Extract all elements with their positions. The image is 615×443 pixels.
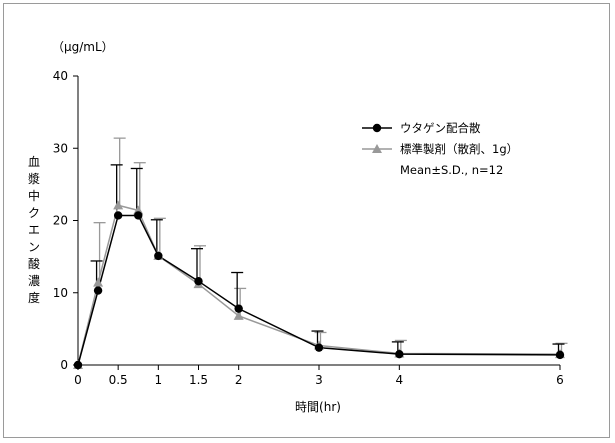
data-point-triangle bbox=[113, 200, 124, 210]
data-point-circle bbox=[234, 304, 243, 313]
y-tick-label: 0 bbox=[60, 358, 68, 372]
x-tick-label: 2 bbox=[235, 373, 243, 387]
legend-label: 標準製剤（散剤、1g） bbox=[400, 142, 518, 156]
data-point-circle bbox=[93, 286, 103, 295]
legend-marker-triangle bbox=[372, 144, 382, 153]
y-tick-label: 40 bbox=[53, 69, 68, 83]
chart-frame bbox=[3, 3, 610, 438]
y-axis-label-char: 中 bbox=[28, 188, 40, 203]
y-tick-label: 20 bbox=[53, 214, 68, 228]
x-tick-label: 0.5 bbox=[109, 373, 128, 387]
y-axis-label-char: 濃 bbox=[28, 274, 40, 288]
x-tick-label: 4 bbox=[396, 373, 404, 387]
x-axis-label: 時間(hr) bbox=[295, 400, 341, 414]
y-tick-label: 30 bbox=[53, 141, 68, 155]
data-point-circle bbox=[154, 251, 163, 261]
legend-note: Mean±S.D., n=12 bbox=[400, 163, 503, 177]
data-point-triangle bbox=[93, 277, 104, 287]
y-axis-label-char: ン bbox=[28, 240, 40, 254]
y-axis-label-char: 漿 bbox=[28, 171, 40, 186]
legend-marker-circle bbox=[372, 123, 382, 133]
y-tick-label: 10 bbox=[53, 286, 68, 300]
series-line bbox=[77, 214, 561, 366]
x-tick-label: 6 bbox=[556, 373, 564, 387]
y-axis-label-char: 酸 bbox=[28, 256, 40, 271]
data-point-circle bbox=[555, 350, 565, 360]
x-tick-label: 0 bbox=[74, 373, 82, 387]
legend-label: ウタゲン配合散 bbox=[400, 121, 481, 135]
data-point-circle bbox=[314, 343, 324, 352]
series-lines bbox=[77, 204, 561, 366]
y-axis-label-char: 度 bbox=[28, 290, 40, 305]
x-tick-label: 1.5 bbox=[189, 373, 208, 387]
x-tick-label: 1 bbox=[155, 373, 163, 387]
data-point-circle bbox=[73, 360, 83, 370]
data-point-circle bbox=[134, 211, 143, 220]
axes: 0 10 20 30 40 0 0.5 1 1.5 2 3 4 6 bbox=[53, 69, 564, 387]
x-tick-label: 3 bbox=[315, 373, 323, 387]
y-unit-label: （μg/mL） bbox=[52, 40, 114, 54]
data-point-circle bbox=[395, 349, 404, 359]
y-axis-label-char: エ bbox=[28, 223, 40, 237]
series-line bbox=[77, 204, 561, 366]
data-point-triangle bbox=[233, 310, 244, 320]
y-axis-label-char: ク bbox=[28, 206, 40, 220]
y-axis-label-char: 血 bbox=[28, 155, 40, 169]
data-point-circle bbox=[194, 276, 203, 286]
data-point-circle bbox=[113, 211, 123, 220]
series-markers bbox=[73, 200, 565, 370]
